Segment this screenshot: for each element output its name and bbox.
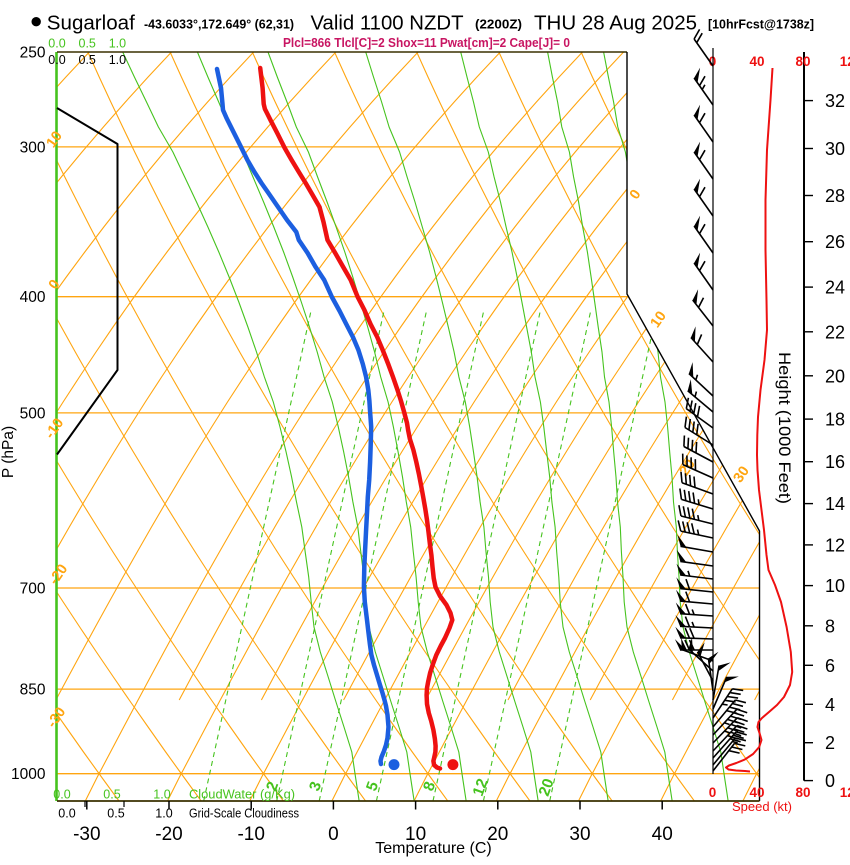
svg-text:20: 20 (825, 366, 845, 386)
svg-text:32: 32 (825, 91, 845, 111)
svg-text:6: 6 (825, 656, 835, 676)
svg-text:850: 850 (20, 682, 46, 699)
svg-text:0: 0 (328, 824, 339, 845)
svg-text:(2200Z): (2200Z) (475, 17, 522, 32)
svg-text:-20: -20 (155, 824, 182, 845)
svg-text:120: 120 (840, 54, 850, 69)
svg-text:26: 26 (825, 232, 845, 252)
svg-text:2: 2 (825, 733, 835, 753)
svg-text:80: 80 (795, 785, 810, 800)
svg-text:40: 40 (749, 785, 764, 800)
svg-text:30: 30 (569, 824, 590, 845)
svg-text:0.5: 0.5 (107, 807, 124, 821)
svg-text:[10hrFcst@1738z]: [10hrFcst@1738z] (708, 17, 814, 32)
svg-text:14: 14 (825, 494, 845, 514)
svg-text:250: 250 (20, 45, 46, 62)
svg-text:120: 120 (840, 785, 850, 800)
svg-text:P (hPa): P (hPa) (0, 426, 17, 478)
svg-text:16: 16 (825, 452, 845, 472)
svg-text:12: 12 (825, 535, 845, 555)
svg-text:0: 0 (825, 771, 835, 791)
svg-text:Plcl=866 Tlcl[C]=2 Shox=11 Pwa: Plcl=866 Tlcl[C]=2 Shox=11 Pwat[cm]=2 Ca… (283, 35, 570, 50)
svg-text:28: 28 (825, 186, 845, 206)
svg-text:1.0: 1.0 (153, 788, 170, 802)
svg-text:Temperature (C): Temperature (C) (375, 840, 491, 857)
svg-text:0.0: 0.0 (48, 36, 65, 50)
svg-text:0.5: 0.5 (79, 53, 96, 67)
svg-text:10: 10 (825, 576, 845, 596)
svg-text:30: 30 (825, 139, 845, 159)
svg-text:1.0: 1.0 (109, 53, 126, 67)
svg-text:18: 18 (825, 410, 845, 430)
svg-text:8: 8 (825, 616, 835, 636)
svg-text:Sugarloaf: Sugarloaf (47, 13, 135, 35)
svg-text:40: 40 (652, 824, 673, 845)
svg-text:1.0: 1.0 (109, 36, 126, 50)
svg-text:500: 500 (20, 405, 46, 422)
svg-text:80: 80 (795, 54, 810, 69)
svg-text:0.0: 0.0 (53, 788, 70, 802)
svg-text:0.0: 0.0 (48, 53, 65, 67)
svg-text:Height (1000 Feet): Height (1000 Feet) (775, 352, 793, 504)
svg-text:1000: 1000 (11, 766, 46, 783)
svg-text:700: 700 (20, 581, 46, 598)
svg-text:0.5: 0.5 (103, 788, 120, 802)
svg-text:Grid-Scale Cloudiness: Grid-Scale Cloudiness (189, 807, 299, 821)
svg-text:1.0: 1.0 (155, 807, 172, 821)
svg-text:0.5: 0.5 (79, 36, 96, 50)
svg-text:-10: -10 (237, 824, 264, 845)
svg-text:0: 0 (709, 785, 717, 800)
svg-text:24: 24 (825, 278, 845, 298)
svg-text:THU 28 Aug 2025: THU 28 Aug 2025 (534, 13, 697, 35)
svg-text:40: 40 (749, 54, 764, 69)
svg-text:Valid 1100 NZDT: Valid 1100 NZDT (311, 13, 464, 35)
svg-text:22: 22 (825, 322, 845, 342)
svg-text:0.0: 0.0 (58, 807, 75, 821)
svg-text:-30: -30 (73, 824, 100, 845)
svg-text:400: 400 (20, 289, 46, 306)
svg-text:-43.6033°,172.649° (62,31): -43.6033°,172.649° (62,31) (144, 18, 294, 32)
svg-text:300: 300 (20, 139, 46, 156)
svg-text:4: 4 (825, 695, 835, 715)
svg-text:Speed (kt): Speed (kt) (732, 799, 792, 814)
